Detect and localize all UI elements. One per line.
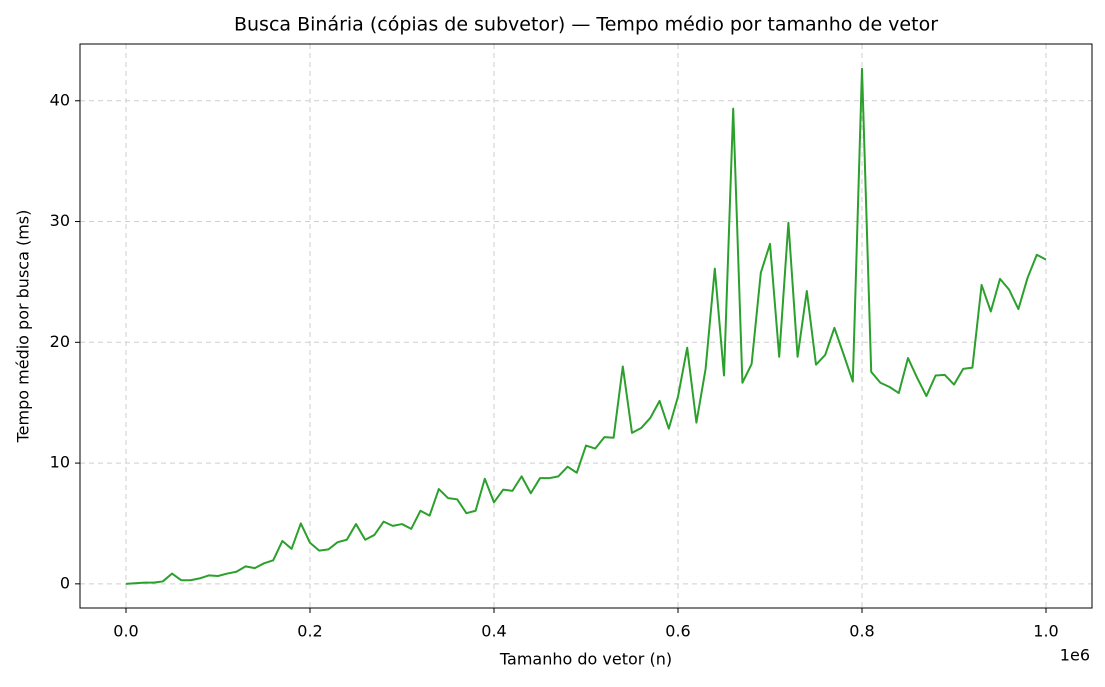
x-tick-label: 0.4 (481, 622, 506, 641)
x-tick-label: 0.2 (297, 622, 322, 641)
y-tick-label: 40 (50, 90, 70, 109)
y-tick-label: 30 (50, 211, 70, 230)
x-tick-label: 1.0 (1033, 622, 1058, 641)
y-tick-label: 10 (50, 453, 70, 472)
x-axis-label: Tamanho do vetor (n) (499, 650, 672, 669)
y-tick-label: 20 (50, 332, 70, 351)
x-offset-label: 1e6 (1060, 646, 1090, 665)
data-line (125, 67, 1047, 585)
x-tick-label: 0.0 (113, 622, 138, 641)
chart-title: Busca Binária (cópias de subvetor) — Tem… (234, 14, 938, 36)
y-tick-label: 0 (60, 573, 70, 592)
x-tick-label: 0.8 (849, 622, 874, 641)
x-tick-label: 0.6 (665, 622, 690, 641)
y-axis-label: Tempo médio por busca (ms) (14, 210, 33, 444)
plot-frame (79, 43, 1093, 609)
